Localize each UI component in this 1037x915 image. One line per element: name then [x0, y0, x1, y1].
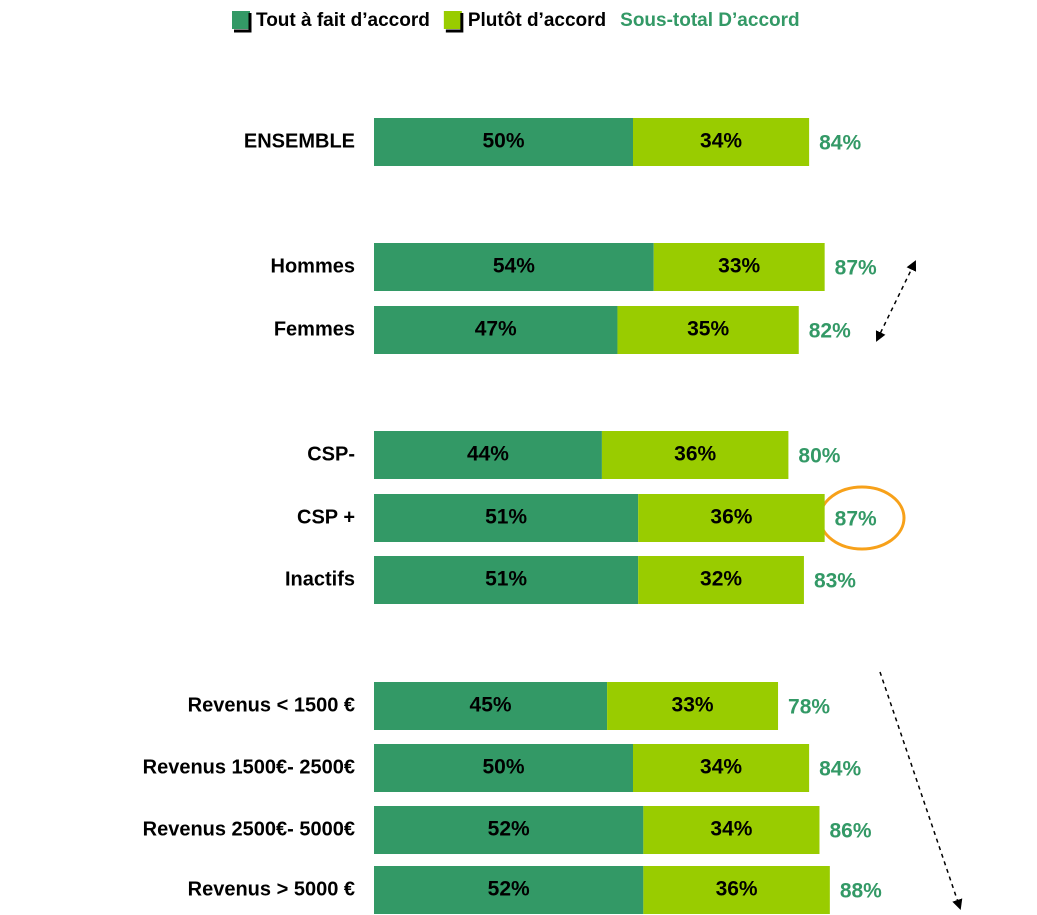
legend-swatch-shadow [445, 13, 464, 33]
legend-swatch-shadow [234, 13, 252, 33]
bar-value-label: 54% [493, 255, 535, 278]
bar-value-label: 33% [672, 694, 714, 717]
bar-segment [374, 744, 633, 792]
bar-value-label: 33% [718, 255, 760, 278]
legend-label: Sous-total D’accord [620, 10, 799, 31]
bar-segment [607, 682, 779, 730]
subtotal-label: 80% [798, 445, 840, 468]
category-label: Revenus > 5000 € [188, 878, 355, 900]
category-label: Femmes [274, 318, 355, 340]
bar-segment [638, 556, 804, 604]
bar-value-label: 36% [710, 506, 752, 529]
legend-swatch [232, 11, 250, 29]
category-label: ENSEMBLE [244, 130, 355, 152]
bar-segment [374, 306, 618, 354]
bar-value-label: 32% [700, 568, 742, 591]
bar-segment [633, 118, 810, 166]
subtotal-label: 87% [835, 508, 877, 531]
bar-value-label: 36% [716, 878, 758, 901]
category-label: Revenus 1500€- 2500€ [143, 756, 355, 778]
legend-label: Plutôt d’accord [468, 10, 606, 31]
legend-label: Tout à fait d’accord [256, 10, 430, 31]
bar-segment [638, 494, 825, 542]
bar-value-label: 34% [700, 130, 742, 153]
bar-value-label: 34% [700, 756, 742, 779]
category-label: Revenus < 1500 € [188, 694, 355, 716]
bar-segment [601, 431, 789, 479]
category-label: Hommes [271, 255, 355, 277]
subtotal-label: 84% [819, 132, 861, 155]
bar-value-label: 35% [687, 318, 729, 341]
subtotal-label: 83% [814, 570, 856, 593]
bar-segment [374, 118, 633, 166]
bar-value-label: 34% [710, 818, 752, 841]
bar-segment [374, 556, 639, 604]
arrow [879, 671, 963, 910]
bar-value-label: 47% [475, 318, 517, 341]
bar-value-label: 50% [482, 130, 524, 153]
bar-segment [374, 682, 608, 730]
subtotal-label: 82% [809, 320, 851, 343]
arrow [875, 260, 917, 342]
subtotal-label: 88% [840, 880, 882, 903]
bar-segment [617, 306, 799, 354]
category-label: CSP- [307, 443, 355, 465]
category-label: Revenus 2500€- 5000€ [143, 818, 355, 840]
bar-segment [374, 431, 602, 479]
bar-value-label: 52% [488, 818, 530, 841]
subtotal-label: 78% [788, 696, 830, 719]
bar-value-label: 44% [467, 443, 509, 466]
subtotal-label: 86% [829, 820, 871, 843]
bar-segment [374, 866, 644, 914]
subtotal-label: 84% [819, 758, 861, 781]
bar-segment [374, 806, 644, 854]
legend-swatch [443, 11, 462, 29]
bar-segment [633, 744, 810, 792]
bar-segment [374, 243, 654, 291]
bar-segment [643, 866, 830, 914]
bar-value-label: 50% [482, 756, 524, 779]
bar-value-label: 36% [674, 443, 716, 466]
bar-value-label: 51% [485, 506, 527, 529]
bar-value-label: 51% [485, 568, 527, 591]
bar-segment [374, 494, 639, 542]
subtotal-label: 87% [835, 257, 877, 280]
bar-segment [643, 806, 820, 854]
category-label: Inactifs [285, 568, 355, 590]
bar-value-label: 52% [488, 878, 530, 901]
bar-segment [653, 243, 825, 291]
bar-value-label: 45% [470, 694, 512, 717]
category-label: CSP + [297, 506, 355, 528]
